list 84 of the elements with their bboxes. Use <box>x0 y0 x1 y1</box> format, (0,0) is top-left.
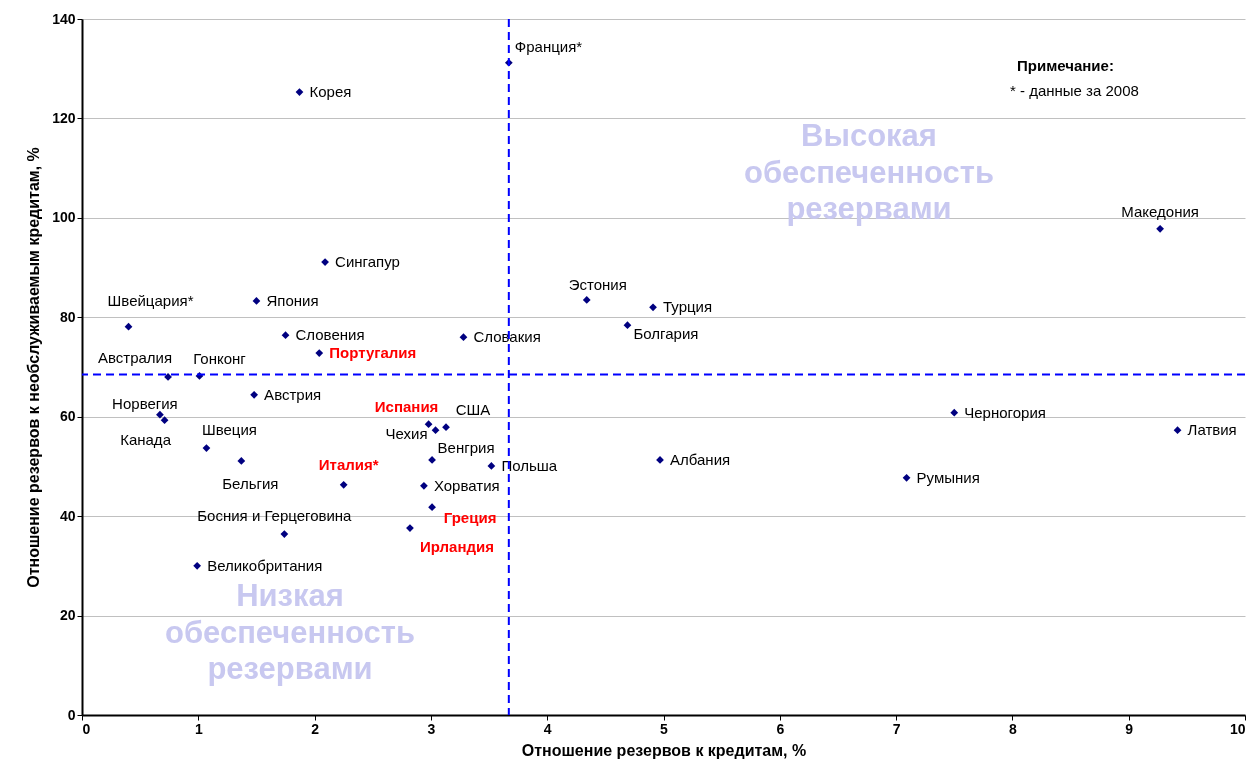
y-tick-label: 140 <box>52 10 76 27</box>
data-label: Чехия <box>385 425 428 443</box>
data-label: Япония <box>266 291 319 309</box>
point <box>250 390 258 399</box>
x-tick-label: 8 <box>1009 720 1017 737</box>
y-tick-label: 0 <box>67 706 76 723</box>
point <box>252 297 261 305</box>
point <box>649 303 657 312</box>
data-label: Швейцария* <box>107 291 194 309</box>
point <box>193 561 202 570</box>
data-label: Норвегия <box>112 394 178 412</box>
x-tick-label: 0 <box>82 720 91 737</box>
data-label: Венгрия <box>437 438 495 456</box>
point <box>295 88 304 96</box>
x-tick-label: 1 <box>194 720 203 737</box>
data-label: Албания <box>670 450 731 468</box>
x-tick-label: 2 <box>311 720 320 737</box>
data-label: Италия* <box>318 455 379 473</box>
data-label: Турция <box>663 298 713 316</box>
y-tick-label: 60 <box>59 408 76 425</box>
data-label: Черногория <box>964 403 1046 421</box>
data-label: Сингапур <box>335 253 400 271</box>
data-label: Македония <box>1121 202 1199 220</box>
point <box>950 408 959 417</box>
point <box>315 349 324 357</box>
data-label: Румыния <box>916 468 980 486</box>
data-label: Франция* <box>514 37 583 55</box>
annotation: Примечание: <box>1017 57 1114 74</box>
data-label: Канада <box>120 431 172 449</box>
point <box>1156 224 1164 233</box>
point <box>202 444 211 452</box>
data-label: Корея <box>309 83 352 101</box>
data-label: Греция <box>443 509 497 527</box>
x-axis-title: Отношение резервов к кредитам, % <box>521 741 807 759</box>
point <box>321 258 329 266</box>
data-label: Швеция <box>201 421 257 439</box>
point <box>1173 426 1182 435</box>
point <box>280 530 289 538</box>
data-label: Австралия <box>98 348 173 366</box>
y-tick-label: 20 <box>59 607 76 624</box>
y-tick-label: 100 <box>52 209 76 226</box>
data-label: Хорватия <box>433 476 500 494</box>
x-tick-label: 10 <box>1229 720 1246 737</box>
point <box>459 333 468 342</box>
point <box>281 331 290 340</box>
data-label: Испания <box>374 398 439 416</box>
data-label: Португалия <box>329 344 417 362</box>
point <box>442 423 450 432</box>
data-label: Словения <box>295 326 365 344</box>
point <box>160 416 169 425</box>
x-tick-label: 5 <box>660 720 669 737</box>
x-tick-label: 4 <box>543 720 552 737</box>
data-label: Болгария <box>633 325 699 343</box>
point <box>237 457 246 465</box>
x-tick-label: 3 <box>427 720 436 737</box>
point <box>623 321 632 330</box>
x-tick-label: 9 <box>1125 720 1134 737</box>
data-label: США <box>455 401 491 419</box>
data-label: Латвия <box>1187 421 1237 439</box>
annotation: * - данные за 2008 <box>1010 82 1139 99</box>
point <box>487 462 496 470</box>
point <box>902 473 911 482</box>
data-label: Босния и Герцеговина <box>197 507 353 525</box>
data-label: Эстония <box>568 275 627 293</box>
data-label: Польша <box>501 456 558 474</box>
y-tick-label: 80 <box>59 308 76 325</box>
y-axis-title: Отношение резервов к необслуживаемым кредитам, % <box>25 147 43 588</box>
data-label: Австрия <box>264 385 322 403</box>
point <box>420 481 428 490</box>
x-tick-label: 7 <box>892 720 901 737</box>
y-tick-label: 40 <box>59 507 76 524</box>
data-label: Ирландия <box>419 538 494 556</box>
x-tick-label: 6 <box>776 720 785 737</box>
point <box>124 322 133 331</box>
point <box>431 426 440 435</box>
y-tick-label: 120 <box>52 109 76 126</box>
data-label: Гонконг <box>193 349 247 367</box>
point <box>582 296 591 304</box>
point <box>339 480 348 489</box>
point <box>428 503 436 512</box>
data-label: Бельгия <box>222 474 279 492</box>
data-label: Словакия <box>473 328 541 346</box>
point <box>424 420 433 429</box>
data-label: Великобритания <box>207 556 323 574</box>
